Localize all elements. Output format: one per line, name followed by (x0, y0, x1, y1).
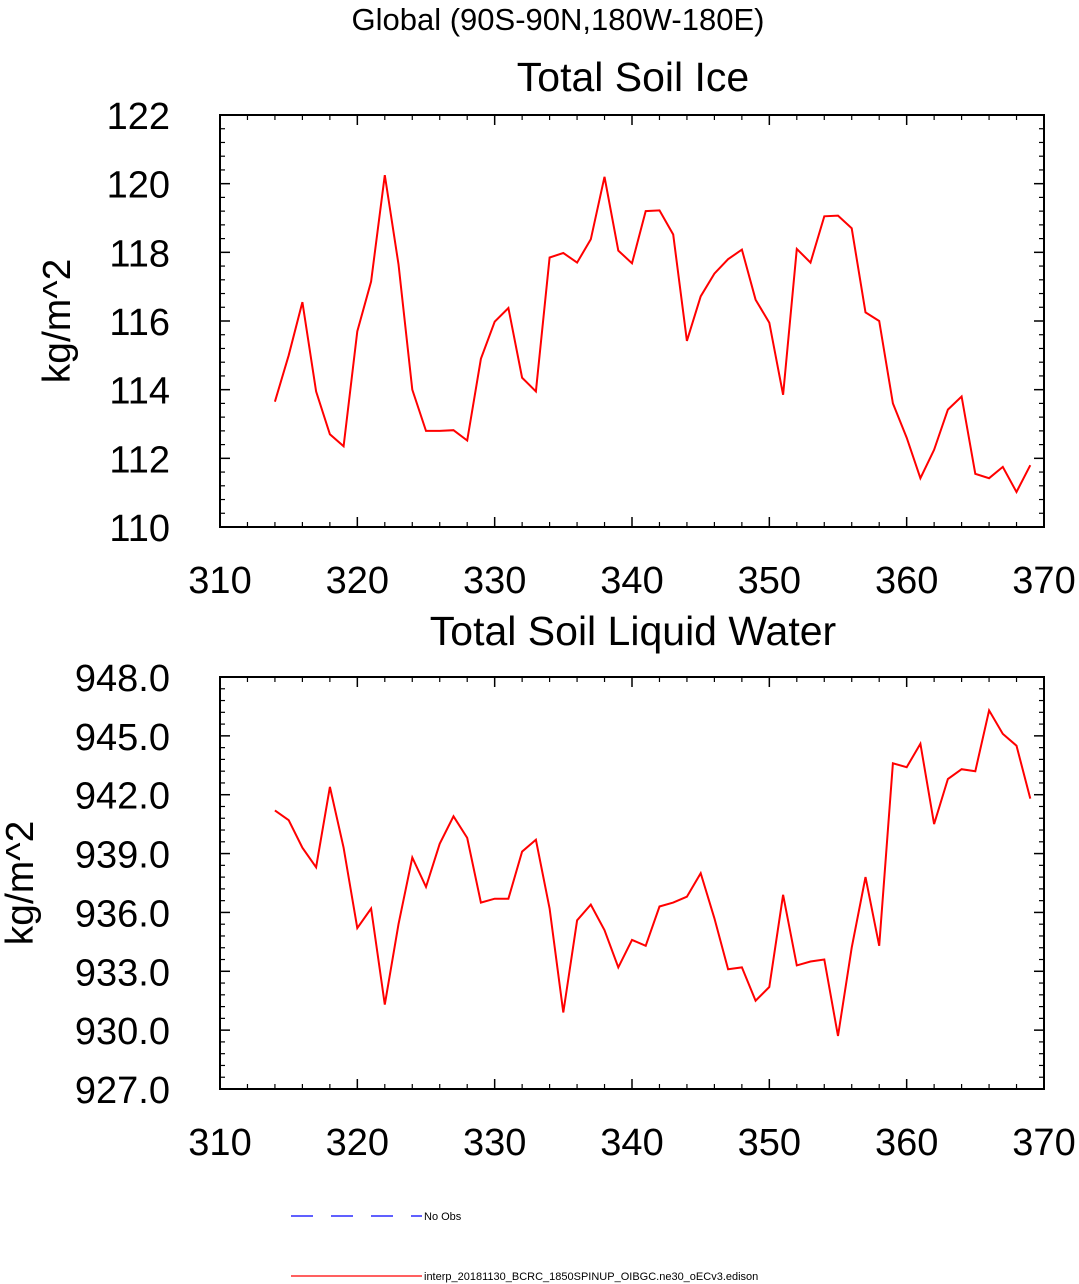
soil-liquid-water-y-tick-label: 942.0 (75, 776, 170, 818)
soil-ice-y-tick-label: 120 (107, 165, 170, 207)
legend-model-run-label: interp_20181130_BCRC_1850SPINUP_OIBGC.ne… (424, 1271, 758, 1283)
soil-ice-y-tick-labels: 110 112 114 116 118 120 122 (107, 96, 170, 550)
soil-ice-title: Total Soil Ice (517, 54, 749, 100)
soil-liquid-water-x-tick-label: 340 (600, 1122, 663, 1164)
soil-ice-y-tick-label: 114 (109, 371, 170, 413)
soil-liquid-water-x-tick-labels: 310 320 330 340 350 360 370 (188, 1122, 1075, 1164)
soil-ice-ylabel: kg/m^2 (36, 259, 79, 384)
soil-ice-y-tick-label: 116 (109, 302, 170, 344)
soil-ice-x-tick-label: 310 (188, 560, 251, 602)
soil-ice-y-tick-label: 118 (109, 233, 170, 275)
soil-ice-y-tick-label: 122 (107, 96, 170, 138)
soil-ice-x-tick-labels: 310 320 330 340 350 360 370 (188, 560, 1075, 602)
soil-liquid-water-y-tick-label: 930.0 (75, 1011, 170, 1053)
soil-ice-x-tick-label: 340 (600, 560, 663, 602)
soil-ice-x-tick-label: 360 (875, 560, 938, 602)
soil-ice-ticks (219, 114, 1045, 528)
soil-liquid-water-y-tick-label: 933.0 (75, 952, 170, 994)
page-title: Global (90S-90N,180W-180E) (352, 2, 765, 37)
soil-ice-panel: Total Soil Ice kg/m^2 110 112 114 116 118 120… (36, 54, 1076, 602)
soil-ice-y-tick-label: 110 (109, 508, 170, 550)
soil-liquid-water-y-tick-label: 945.0 (75, 717, 170, 759)
soil-ice-plot-frame (219, 114, 1045, 528)
soil-liquid-water-series-line (274, 707, 1032, 1037)
soil-liquid-water-ticks (219, 676, 1045, 1090)
soil-liquid-water-x-tick-label: 360 (875, 1122, 938, 1164)
soil-liquid-water-plot-frame (219, 676, 1045, 1090)
soil-ice-x-tick-label: 320 (326, 560, 389, 602)
soil-liquid-water-x-tick-label: 370 (1012, 1122, 1075, 1164)
soil-ice-x-tick-label: 350 (738, 560, 801, 602)
soil-liquid-water-x-tick-label: 350 (738, 1122, 801, 1164)
soil-liquid-water-x-tick-label: 310 (188, 1122, 251, 1164)
legend-no-obs-label: No Obs (424, 1211, 462, 1223)
soil-ice-x-tick-label: 370 (1012, 560, 1075, 602)
soil-liquid-water-y-tick-label: 948.0 (75, 658, 170, 700)
soil-liquid-water-y-tick-label: 927.0 (75, 1070, 170, 1112)
soil-liquid-water-x-tick-label: 330 (463, 1122, 526, 1164)
soil-liquid-water-ylabel: kg/m^2 (0, 821, 42, 946)
soil-liquid-water-y-tick-labels: 927.0 930.0 933.0 936.0 939.0 942.0 945.0 948.0 (75, 658, 170, 1112)
soil-ice-series-line (273, 174, 1032, 495)
soil-liquid-water-y-tick-label: 939.0 (75, 835, 170, 877)
soil-liquid-water-title: Total Soil Liquid Water (430, 608, 836, 654)
soil-ice-y-tick-label: 112 (109, 439, 170, 481)
soil-ice-x-tick-label: 330 (463, 560, 526, 602)
soil-liquid-water-panel: Total Soil Liquid Water kg/m^2 927.0 930.… (0, 608, 1076, 1164)
soil-liquid-water-x-tick-label: 320 (326, 1122, 389, 1164)
soil-liquid-water-y-tick-label: 936.0 (75, 893, 170, 935)
legend: No Obs interp_20181130_BCRC_1850SPINUP_O… (291, 1211, 758, 1283)
